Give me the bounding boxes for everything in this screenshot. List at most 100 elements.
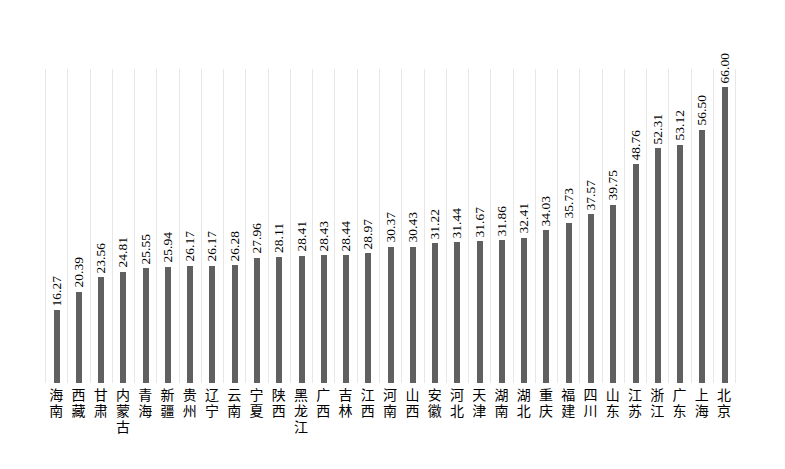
bar	[120, 272, 126, 383]
value-label: 66.00	[718, 53, 732, 83]
category-label: 浙江	[646, 388, 668, 436]
bar	[410, 247, 416, 384]
bar-column: 56.50	[691, 69, 713, 383]
bar	[98, 277, 104, 383]
category-label: 河南	[379, 388, 401, 436]
bar-column: 53.12	[668, 69, 690, 383]
bar	[276, 257, 282, 383]
category-label-text: 湖北	[516, 388, 531, 436]
category-label-text: 上海	[694, 388, 709, 436]
value-label: 23.56	[94, 243, 108, 273]
bar-column: 25.94	[156, 69, 178, 383]
bar-column: 26.17	[201, 69, 223, 383]
bar	[76, 292, 82, 383]
value-label: 37.57	[584, 180, 598, 210]
bar-column: 37.57	[579, 69, 601, 383]
category-label: 海南	[45, 388, 67, 436]
plot-area: 16.2720.39 23.56 24.81 25.55 25.94 26.17 26.17…	[45, 69, 736, 383]
bar-column: 34.03	[535, 69, 557, 383]
bar-column: 31.67	[468, 69, 490, 383]
bar	[655, 148, 661, 383]
bar	[54, 310, 60, 383]
category-label: 云南	[223, 388, 245, 436]
category-label: 重庆	[535, 388, 557, 436]
category-label-text: 安徽	[427, 388, 442, 436]
bar	[165, 267, 171, 383]
category-label: 西藏	[67, 388, 89, 436]
bar-column: 30.37	[379, 69, 401, 383]
category-label-text: 宁夏	[249, 388, 264, 436]
category-label-text: 新疆	[160, 388, 175, 436]
category-label: 河北	[446, 388, 468, 436]
category-label: 天津	[468, 388, 490, 436]
bar	[232, 265, 238, 383]
bar-column: 31.44	[446, 69, 468, 383]
category-label: 陕西	[268, 388, 290, 436]
category-label-text: 福建	[561, 388, 576, 436]
bar-column: 23.56	[90, 69, 112, 383]
category-label: 江苏	[624, 388, 646, 436]
value-label: 30.43	[406, 212, 420, 242]
bar	[521, 238, 527, 383]
value-label: 26.17	[205, 231, 219, 261]
bar	[699, 130, 705, 383]
category-label: 山东	[602, 388, 624, 436]
category-label-text: 陕西	[271, 388, 286, 436]
category-label: 辽宁	[201, 388, 223, 436]
category-label-text: 云南	[227, 388, 242, 436]
value-label: 32.41	[517, 203, 531, 233]
bar-column: 20.39	[67, 69, 89, 383]
bar-column: 24.81	[112, 69, 134, 383]
category-label-text: 重庆	[538, 388, 553, 436]
value-label: 25.55	[139, 234, 153, 264]
bar	[388, 247, 394, 383]
value-label: 26.28	[228, 231, 242, 261]
x-axis-labels: 海南西藏甘肃内蒙古青海新疆贵州辽宁云南宁夏陕西黑龙江广西吉林江西河南山西安徽河北…	[45, 388, 735, 436]
value-label: 31.44	[450, 208, 464, 238]
value-label: 28.43	[317, 221, 331, 251]
value-label: 25.94	[161, 232, 175, 262]
bar-column: 35.73	[557, 69, 579, 383]
category-label-text: 山西	[405, 388, 420, 436]
category-label-text: 辽宁	[204, 388, 219, 436]
category-label: 四川	[579, 388, 601, 436]
category-label-text: 广东	[672, 388, 687, 436]
bar-chart: 16.2720.39 23.56 24.81 25.55 25.94 26.17 26.17…	[0, 0, 785, 469]
category-label: 广西	[312, 388, 334, 436]
value-label: 31.22	[428, 209, 442, 239]
bar-column: 52.31	[646, 69, 668, 383]
bar	[254, 258, 260, 383]
bar-column: 31.22	[424, 69, 446, 383]
category-label-text: 湖南	[494, 388, 509, 436]
category-label-text: 北京	[717, 388, 732, 436]
category-label-text: 贵州	[182, 388, 197, 436]
value-label: 52.31	[651, 114, 665, 144]
bar	[588, 214, 594, 383]
category-label-text: 江西	[360, 388, 375, 436]
category-label: 北京	[713, 388, 735, 436]
bar-column: 30.43	[401, 69, 423, 383]
value-label: 16.27	[50, 276, 64, 306]
category-label-text: 甘肃	[93, 388, 108, 436]
bar	[722, 87, 728, 383]
bar-column: 66.00	[713, 69, 735, 383]
bar-column: 28.11	[268, 69, 290, 383]
category-label: 安徽	[424, 388, 446, 436]
value-label: 30.37	[384, 212, 398, 242]
category-label: 福建	[557, 388, 579, 436]
category-label: 上海	[691, 388, 713, 436]
category-label: 宁夏	[245, 388, 267, 436]
category-label: 内蒙古	[112, 388, 134, 436]
category-label-text: 广西	[316, 388, 331, 436]
category-label: 广东	[668, 388, 690, 436]
bar	[677, 145, 683, 383]
category-label: 黑龙江	[290, 388, 312, 436]
bar	[633, 164, 639, 383]
value-label: 28.97	[361, 219, 375, 249]
bar	[432, 243, 438, 383]
category-label-text: 江苏	[628, 388, 643, 436]
bar-column: 26.17	[179, 69, 201, 383]
bar	[143, 268, 149, 383]
category-label-text: 四川	[583, 388, 598, 436]
category-label: 新疆	[156, 388, 178, 436]
